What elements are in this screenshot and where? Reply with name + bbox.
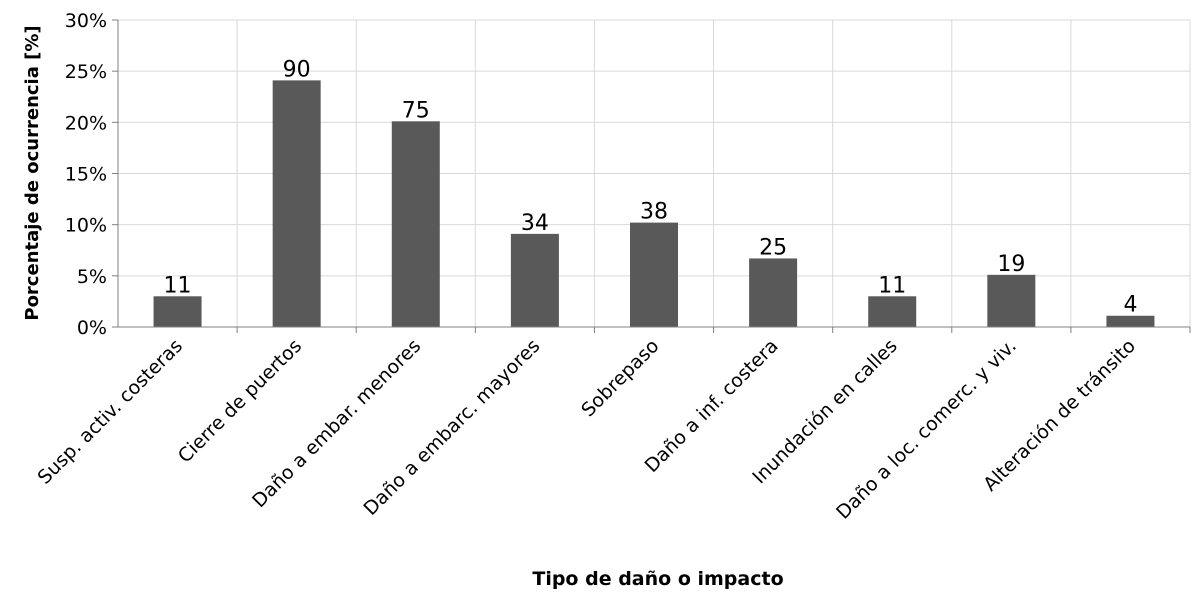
data-label: 11	[164, 273, 192, 298]
data-label: 25	[759, 235, 787, 260]
y-tick-label: 0%	[77, 317, 107, 339]
y-tick-label: 30%	[65, 10, 107, 32]
x-tick-label: Sobrepaso	[577, 335, 663, 421]
y-tick-label: 15%	[65, 164, 107, 186]
x-tick-label: Cierre de puertos	[174, 335, 306, 467]
data-label: 34	[521, 211, 549, 236]
y-tick-label: 10%	[65, 215, 107, 237]
y-tick-label: 5%	[77, 266, 107, 288]
bars	[153, 80, 1155, 327]
bar	[749, 258, 798, 327]
bar	[510, 233, 559, 327]
x-axis-title: Tipo de daño o impacto	[532, 568, 783, 590]
y-axis-title: Porcentaje de ocurrencia [%]	[22, 25, 43, 320]
bar	[868, 296, 917, 327]
y-tick-label: 20%	[65, 112, 107, 134]
y-tick-label: 25%	[65, 61, 107, 83]
bar	[987, 274, 1036, 327]
bar	[153, 296, 202, 327]
axes	[117, 20, 1190, 328]
bar	[630, 222, 678, 327]
data-label: 75	[402, 98, 430, 123]
bar	[1106, 315, 1155, 327]
data-label: 4	[1123, 293, 1137, 318]
data-label: 38	[640, 200, 668, 225]
y-axis-ticks: 0% 5% 10% 15% 20% 25% 30%	[65, 10, 118, 339]
bar	[272, 80, 321, 327]
bar	[391, 121, 440, 327]
x-tick-label: Daño a inf. costera	[641, 335, 783, 477]
data-labels: 11 90 75 34 38 25 11 19 4	[164, 57, 1138, 317]
data-label: 19	[997, 252, 1025, 277]
data-label: 11	[878, 273, 906, 298]
x-tick-label: Susp. activ. costeras	[33, 335, 187, 489]
data-label: 90	[283, 57, 311, 82]
